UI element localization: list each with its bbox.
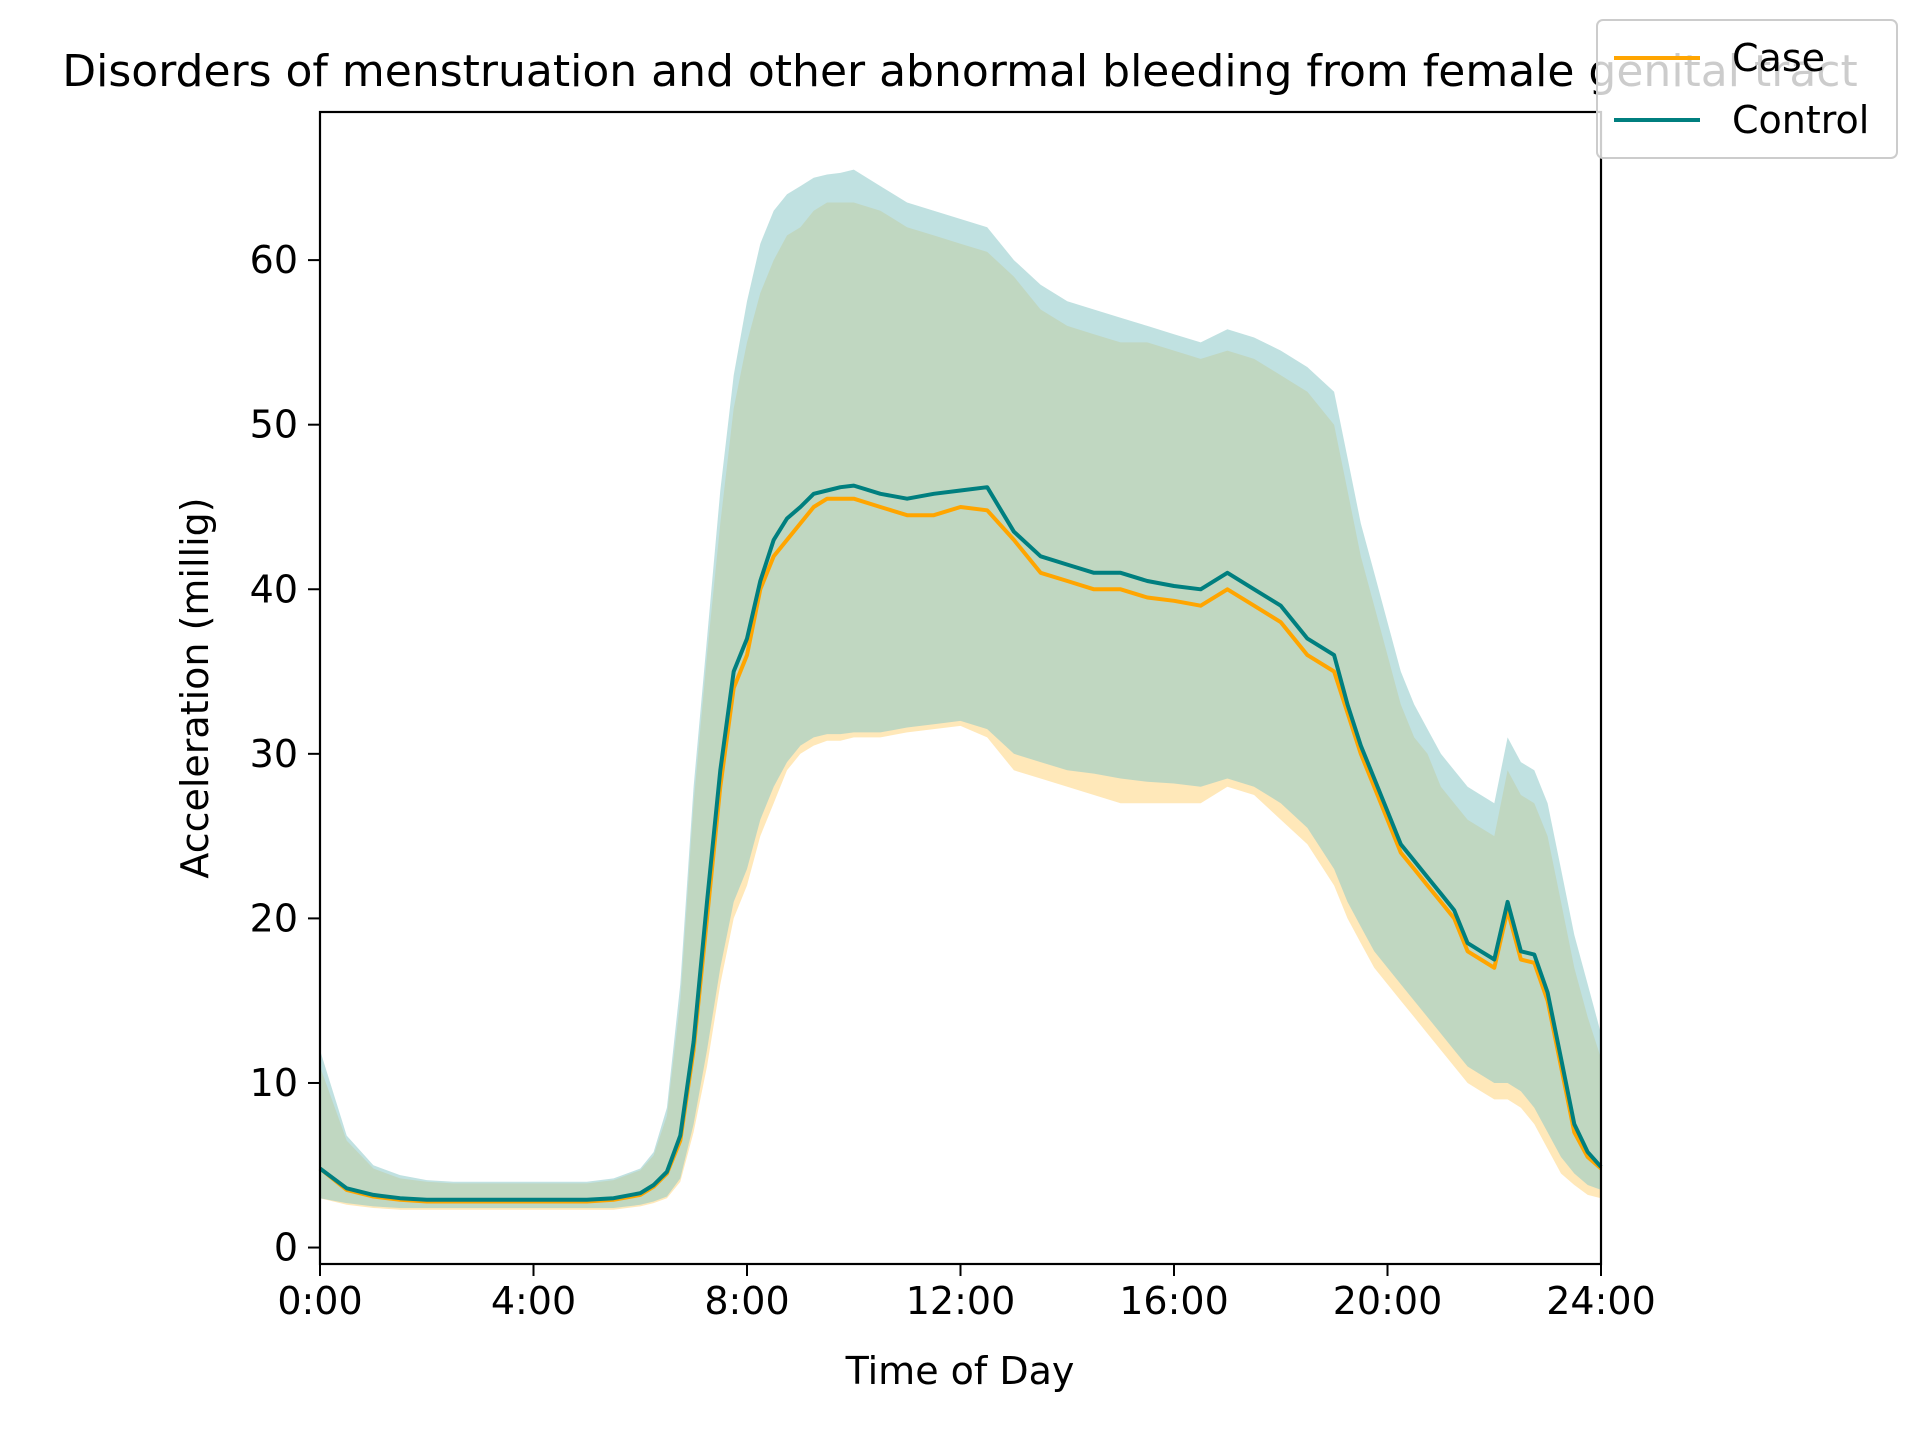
y-axis-label: Acceleration (millig)	[173, 497, 217, 878]
legend: Case Control	[1596, 19, 1898, 159]
x-tick-label: 20:00	[1333, 1279, 1443, 1323]
band-control	[320, 169, 1601, 1209]
x-tick-label: 4:00	[491, 1279, 576, 1323]
y-tick-label: 50	[250, 403, 298, 447]
x-tick-label: 24:00	[1546, 1279, 1656, 1323]
y-tick-label: 40	[250, 567, 298, 611]
legend-label-case: Case	[1732, 36, 1825, 80]
confidence-bands	[320, 169, 1601, 1210]
x-axis-ticks: 0:00 4:00 8:00 12:00 16:00 20:00 24:00	[277, 1264, 1656, 1323]
y-axis-ticks: 0 10 20 30 40 50 60	[250, 238, 320, 1270]
x-tick-label: 0:00	[277, 1279, 362, 1323]
y-tick-label: 20	[250, 896, 298, 940]
y-tick-label: 0	[274, 1226, 298, 1270]
x-axis-label: Time of Day	[845, 1349, 1075, 1393]
series-lines	[318, 483, 1603, 1204]
legend-label-control: Control	[1732, 98, 1869, 142]
x-tick-label: 12:00	[906, 1279, 1016, 1323]
chart-title: Disorders of menstruation and other abno…	[62, 46, 1857, 97]
x-tick-label: 8:00	[704, 1279, 789, 1323]
x-tick-label: 16:00	[1119, 1279, 1229, 1323]
y-tick-label: 60	[250, 238, 298, 282]
legend-box	[1596, 19, 1898, 159]
y-tick-label: 30	[250, 732, 298, 776]
line-control	[318, 483, 1603, 1202]
y-tick-label: 10	[250, 1061, 298, 1105]
